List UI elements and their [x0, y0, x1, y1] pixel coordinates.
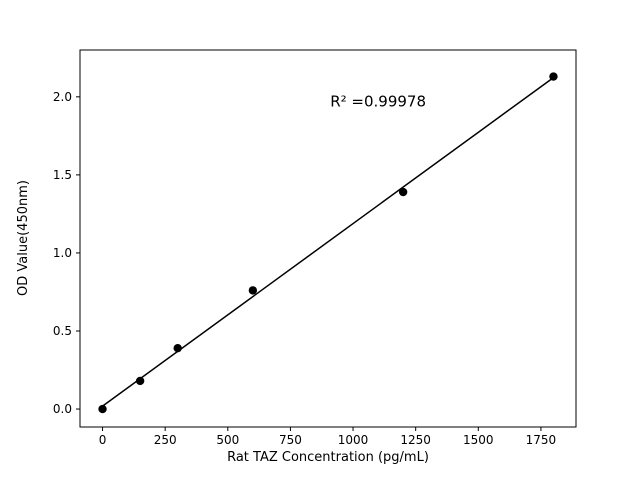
r-squared-annotation: R² =0.99978 — [330, 93, 426, 111]
y-tick-label: 1.0 — [53, 246, 72, 260]
x-tick-label: 1500 — [463, 433, 494, 447]
data-point — [398, 187, 408, 197]
y-tick-label: 1.5 — [53, 168, 72, 182]
x-tick-label: 500 — [216, 433, 239, 447]
y-tick-label: 0.0 — [53, 402, 72, 416]
axes-frame — [79, 49, 577, 428]
data-point — [549, 72, 558, 81]
y-tick-label: 2.0 — [53, 90, 72, 104]
data-point — [248, 286, 258, 295]
x-tick-label: 250 — [154, 433, 177, 447]
data-point — [135, 376, 145, 386]
y-tick-label: 0.5 — [53, 324, 72, 338]
x-tick-label: 0 — [99, 433, 107, 447]
x-tick-label: 1750 — [526, 433, 557, 447]
fit-line — [102, 76, 554, 407]
x-axis-label: Rat TAZ Concentration (pg/mL) — [227, 450, 429, 465]
x-tick-label: 1000 — [338, 433, 369, 447]
x-tick-label: 1250 — [400, 433, 431, 447]
data-point — [98, 404, 107, 414]
data-point — [173, 343, 182, 353]
x-tick-label: 750 — [279, 433, 302, 447]
y-axis-label: OD Value(450nm) — [16, 180, 31, 296]
plot-area: 0 250 500 750 1000 1250 1500 1750 0.0 0.5 1.0 1.5 2.… — [53, 49, 577, 447]
